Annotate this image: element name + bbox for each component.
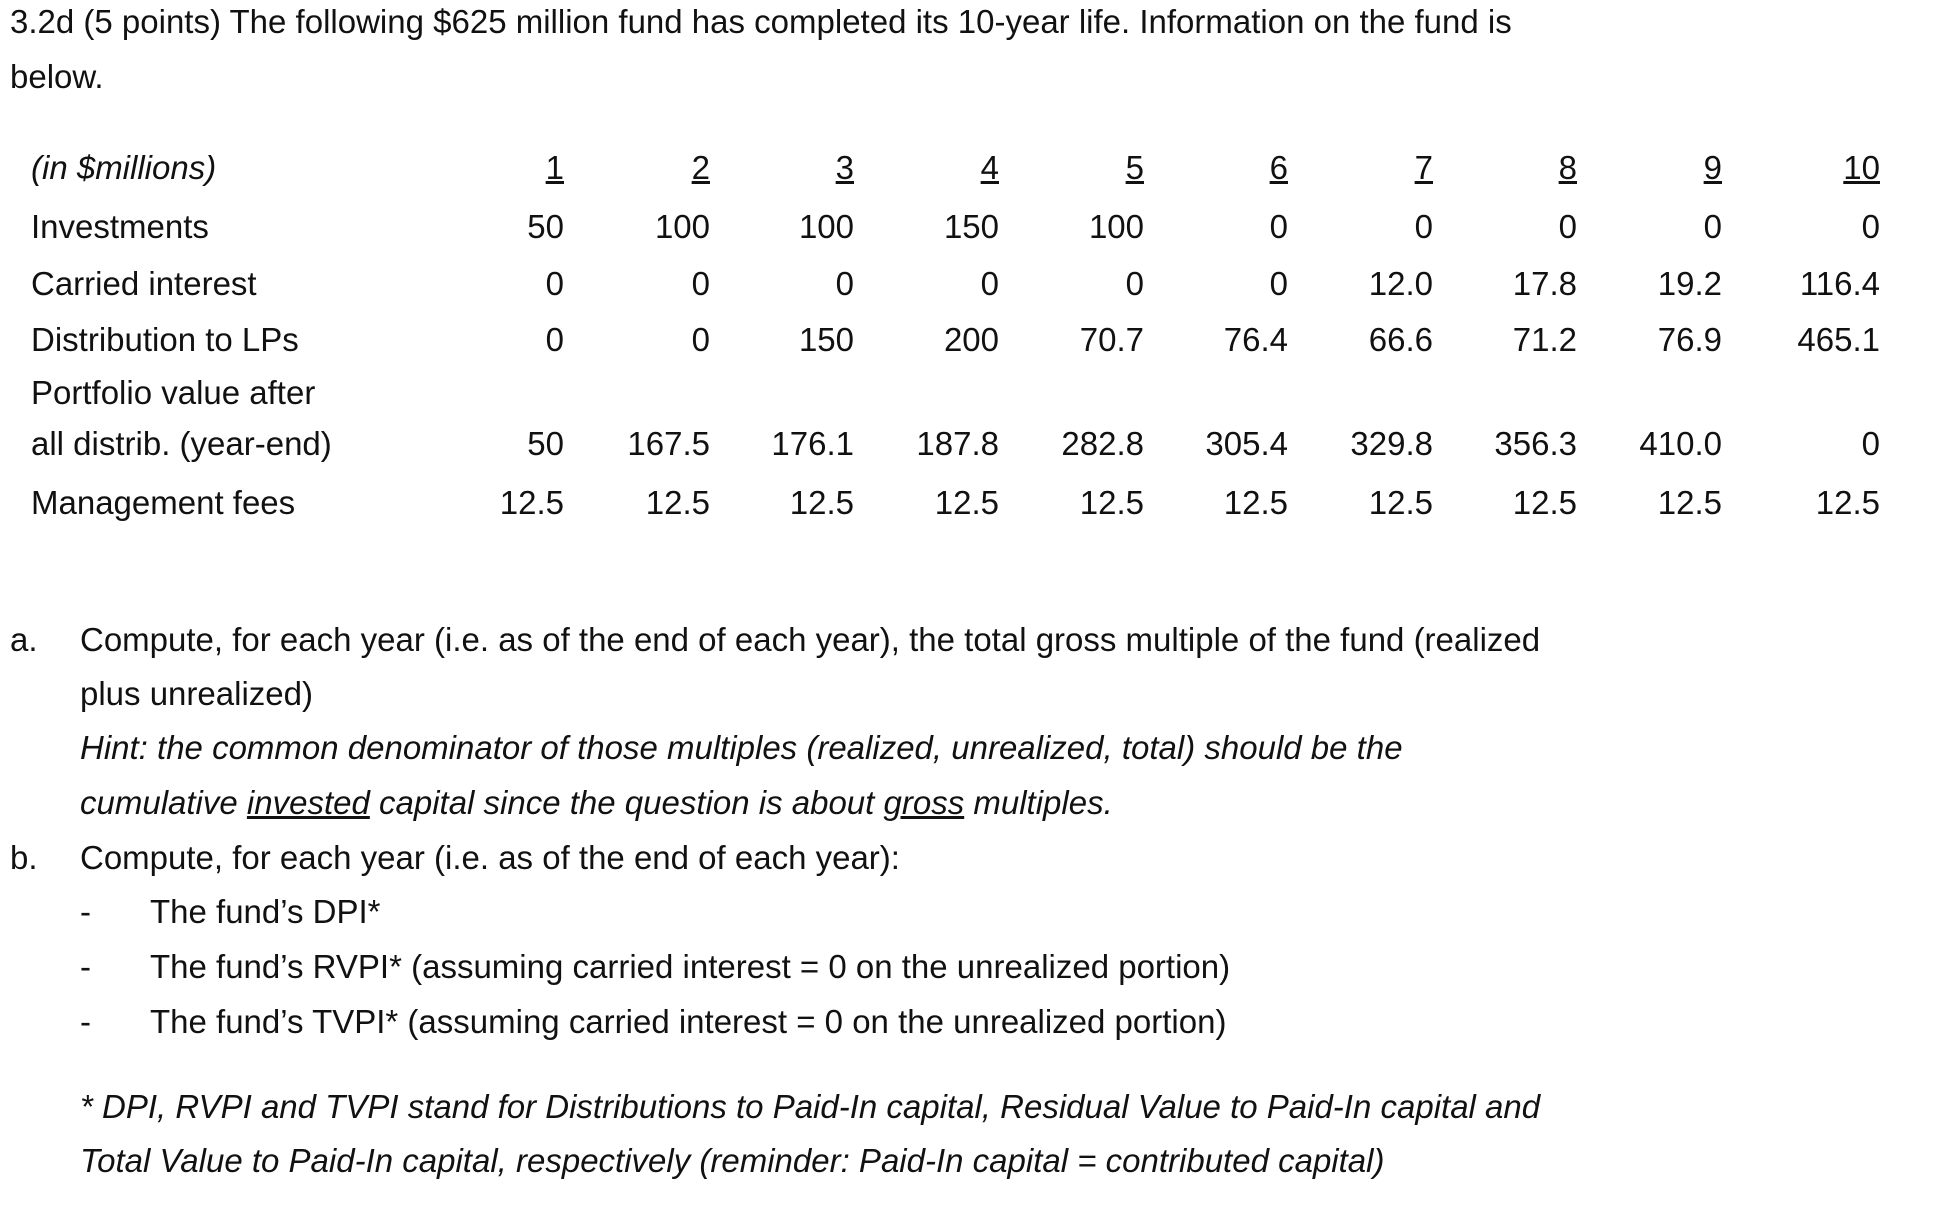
cell: 0 [691,265,710,302]
footnote-line: * DPI, RVPI and TVPI stand for Distribut… [80,1088,1541,1125]
cell: 356.3 [1494,425,1577,462]
hint-line: cumulative invested capital since the qu… [80,783,1113,823]
cell: 329.8 [1350,425,1433,462]
hint-text: multiples. [964,784,1113,821]
hint-text: capital since the question is about [369,784,884,821]
column-header: 9 [1703,149,1722,186]
footnote-line: Total Value to Paid-In capital, respecti… [80,1142,1385,1179]
cell: 12.0 [1368,265,1433,302]
cell: 150 [798,321,854,358]
column-header: 2 [691,149,710,186]
question-text: Compute, for each year (i.e. as of the e… [80,839,900,876]
row-label: Investments [31,208,209,245]
cell: 465.1 [1797,321,1880,358]
cell: 150 [943,208,999,245]
row-label: all distrib. (year-end) [31,425,332,462]
cell: 0 [1861,425,1880,462]
cell: 17.8 [1512,265,1577,302]
question-text: Compute, for each year (i.e. as of the e… [80,621,1541,658]
cell: 50 [527,208,564,245]
column-header: 7 [1414,149,1433,186]
cell: 176.1 [771,425,854,462]
cell: 12.5 [1815,484,1880,521]
cell: 282.8 [1061,425,1144,462]
cell: 12.5 [1223,484,1288,521]
cell: 0 [980,265,999,302]
cell: 12.5 [645,484,710,521]
cell: 76.9 [1657,321,1722,358]
cell: 71.2 [1512,321,1577,358]
header-line: 3.2d (5 points) The following $625 milli… [10,3,1512,40]
cell: 12.5 [1368,484,1433,521]
cell: 12.5 [1512,484,1577,521]
cell: 0 [1703,208,1722,245]
header-line: below. [10,58,104,95]
question-marker: a. [10,621,38,658]
bullet-marker: - [80,1003,91,1040]
cell: 0 [545,265,564,302]
cell: 0 [691,321,710,358]
cell: 12.5 [1657,484,1722,521]
bullet-marker: - [80,948,91,985]
cell: 12.5 [1079,484,1144,521]
cell: 50 [527,425,564,462]
cell: 0 [1861,208,1880,245]
cell: 116.4 [1799,265,1880,302]
cell: 0 [1125,265,1144,302]
cell: 70.7 [1079,321,1144,358]
cell: 12.5 [934,484,999,521]
cell: 410.0 [1639,425,1722,462]
bullet-text: The fund’s TVPI* (assuming carried inter… [150,1003,1227,1040]
cell: 0 [545,321,564,358]
cell: 76.4 [1223,321,1288,358]
cell: 0 [1558,208,1577,245]
cell: 19.2 [1657,265,1722,302]
cell: 0 [835,265,854,302]
column-header: 3 [835,149,854,186]
cell: 305.4 [1205,425,1288,462]
unit-label: (in $millions) [31,149,217,186]
row-label: Portfolio value after [31,374,316,411]
cell: 100 [1088,208,1144,245]
column-header: 4 [980,149,999,186]
cell: 12.5 [789,484,854,521]
hint-text: Hint: the common denominator of those mu… [80,729,1403,766]
cell: 167.5 [627,425,710,462]
bullet-marker: - [80,893,91,930]
question-marker: b. [10,839,38,876]
cell: 12.5 [499,484,564,521]
cell: 200 [943,321,999,358]
cell: 100 [798,208,854,245]
hint-text: gross [883,784,965,821]
cell: 100 [654,208,710,245]
row-label: Carried interest [31,265,257,302]
row-label: Management fees [31,484,296,521]
column-header: 8 [1558,149,1577,186]
question-text: plus unrealized) [80,675,313,712]
column-header: 6 [1269,149,1288,186]
bullet-text: The fund’s RVPI* (assuming carried inter… [150,948,1231,985]
cell: 0 [1269,208,1288,245]
cell: 66.6 [1368,321,1433,358]
column-header: 10 [1843,149,1880,186]
bullet-text: The fund’s DPI* [150,893,381,930]
column-header: 5 [1125,149,1144,186]
cell: 0 [1414,208,1433,245]
hint-text: cumulative [80,784,247,821]
column-header: 1 [545,149,564,186]
hint-text: invested [246,784,370,821]
cell: 0 [1269,265,1288,302]
cell: 187.8 [916,425,999,462]
row-label: Distribution to LPs [31,321,299,358]
hint-line: Hint: the common denominator of those mu… [80,728,1403,768]
